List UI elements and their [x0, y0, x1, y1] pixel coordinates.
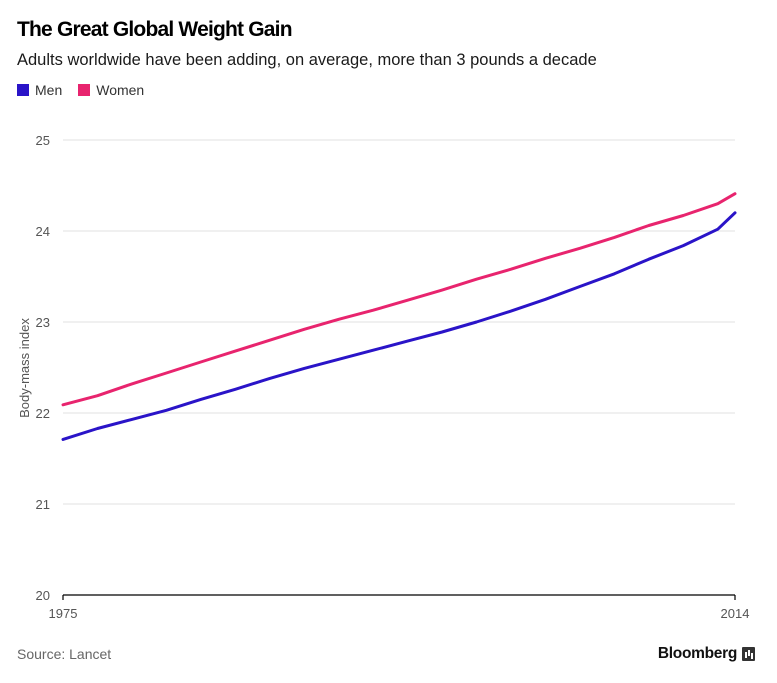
legend-swatch-men [17, 84, 29, 96]
bloomberg-chart-icon [742, 647, 755, 661]
legend-item-men: Men [17, 82, 62, 98]
y-tick-label: 23 [36, 315, 50, 330]
y-axis-label: Body-mass index [17, 318, 32, 418]
x-tick-label: 1975 [49, 606, 78, 621]
y-tick-label: 20 [36, 588, 50, 603]
series-lines [61, 192, 737, 441]
brand-name: Bloomberg [657, 645, 737, 662]
y-tick-label: 24 [36, 224, 50, 239]
y-tick-label: 25 [36, 133, 50, 148]
y-tick-labels: 20 21 22 23 24 25 [36, 133, 50, 603]
legend-item-women: Women [78, 82, 144, 98]
x-tick-label: 2014 [721, 606, 750, 621]
legend-label-women: Women [96, 82, 145, 98]
series-line-women [61, 192, 737, 407]
chart-subtitle: Adults worldwide have been adding, on av… [17, 51, 597, 69]
source-note: Source: Lancet [17, 646, 112, 662]
legend-label-men: Men [35, 82, 63, 98]
brand-logo: Bloomberg [658, 645, 755, 663]
series-line-men [61, 211, 737, 441]
chart-title: The Great Global Weight Gain [17, 18, 293, 41]
gridlines [63, 139, 735, 505]
chart-legend: Men Women [17, 82, 160, 98]
y-tick-label: 21 [36, 497, 50, 512]
y-tick-label: 22 [36, 406, 50, 421]
legend-swatch-women [78, 84, 91, 96]
x-axis: 1975 2014 [49, 594, 750, 621]
